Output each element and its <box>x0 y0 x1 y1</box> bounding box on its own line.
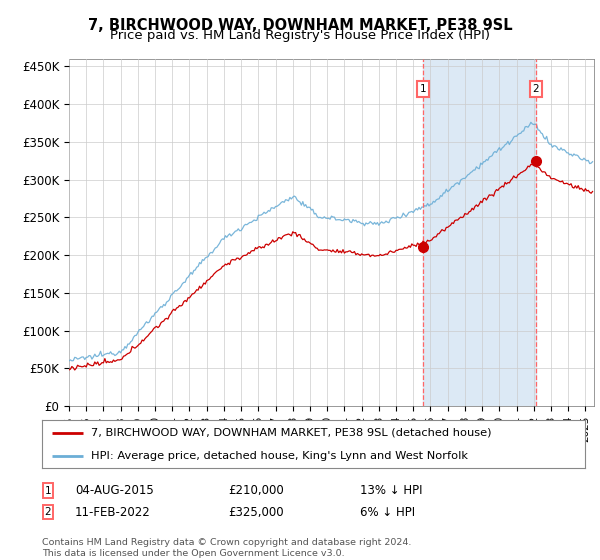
Text: 13% ↓ HPI: 13% ↓ HPI <box>360 484 422 497</box>
Text: 6% ↓ HPI: 6% ↓ HPI <box>360 506 415 519</box>
Text: 2: 2 <box>532 84 539 94</box>
Text: 2: 2 <box>44 507 52 517</box>
Text: HPI: Average price, detached house, King's Lynn and West Norfolk: HPI: Average price, detached house, King… <box>91 451 468 461</box>
Text: Price paid vs. HM Land Registry's House Price Index (HPI): Price paid vs. HM Land Registry's House … <box>110 29 490 42</box>
Text: Contains HM Land Registry data © Crown copyright and database right 2024.
This d: Contains HM Land Registry data © Crown c… <box>42 538 412 558</box>
Bar <box>423 59 536 406</box>
Text: 11-FEB-2022: 11-FEB-2022 <box>75 506 151 519</box>
Text: 7, BIRCHWOOD WAY, DOWNHAM MARKET, PE38 9SL: 7, BIRCHWOOD WAY, DOWNHAM MARKET, PE38 9… <box>88 18 512 33</box>
Text: 1: 1 <box>44 486 52 496</box>
Text: 1: 1 <box>420 84 427 94</box>
Text: 7, BIRCHWOOD WAY, DOWNHAM MARKET, PE38 9SL (detached house): 7, BIRCHWOOD WAY, DOWNHAM MARKET, PE38 9… <box>91 428 491 438</box>
Text: 04-AUG-2015: 04-AUG-2015 <box>75 484 154 497</box>
Text: £325,000: £325,000 <box>228 506 284 519</box>
Text: £210,000: £210,000 <box>228 484 284 497</box>
